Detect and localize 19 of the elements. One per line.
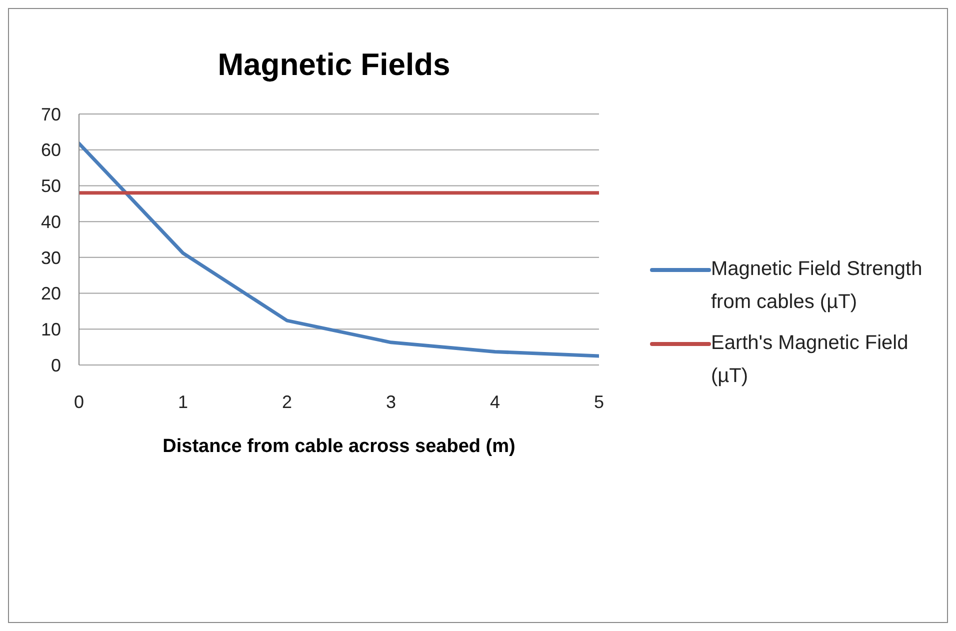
x-tick-label: 1	[178, 392, 188, 412]
y-tick-label: 30	[40, 248, 61, 268]
x-tick-label: 5	[594, 392, 604, 412]
line-series	[79, 142, 599, 358]
y-tick-label: 0	[50, 355, 61, 376]
legend-label: Earth's Magnetic Field (µT)	[711, 331, 910, 389]
x-tick-label: 3	[386, 392, 396, 412]
y-tick-label: 20	[40, 284, 61, 304]
legend-label: Magnetic Field Strength from cables (µT)	[711, 257, 924, 315]
x-tick-label: 4	[490, 392, 500, 412]
y-tick-label: 40	[40, 212, 61, 232]
x-tick-label: 0	[74, 392, 84, 412]
x-axis-title: Distance from cable across seabed (m)	[162, 436, 516, 457]
y-tick-label: 60	[40, 140, 61, 160]
chart-title: Magnetic Fields	[216, 47, 452, 83]
y-tick-label: 50	[40, 176, 61, 196]
y-tick-label: 70	[40, 104, 61, 124]
x-tick-label: 2	[282, 392, 292, 412]
y-tick-label: 10	[40, 320, 61, 340]
